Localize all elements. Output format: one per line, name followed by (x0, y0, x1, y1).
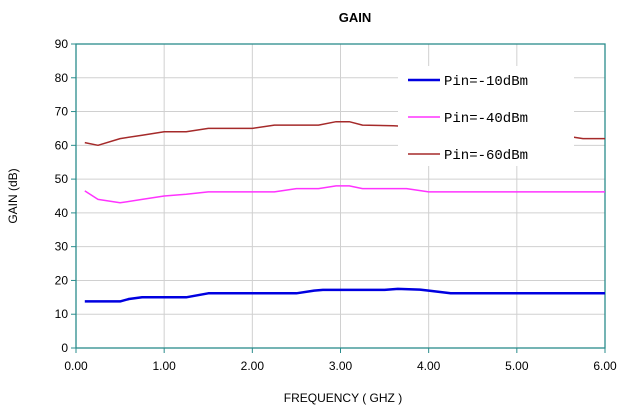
y-tick-label: 10 (55, 307, 69, 321)
x-tick-label: 2.00 (241, 359, 265, 373)
legend-box (398, 66, 574, 166)
y-tick-label: 20 (55, 273, 69, 287)
y-tick-label: 70 (55, 105, 69, 119)
x-tick-label: 6.00 (593, 359, 617, 373)
series-line-2 (84, 185, 605, 204)
y-axis-ticks: 0 10 20 30 40 50 60 70 80 90 (55, 37, 76, 355)
x-tick-label: 3.00 (329, 359, 353, 373)
y-tick-label: 50 (55, 172, 69, 186)
series-line-1 (84, 287, 605, 303)
x-tick-label: 0.00 (64, 359, 88, 373)
y-tick-label: 60 (55, 138, 69, 152)
chart-title: GAIN (339, 10, 372, 25)
y-tick-label: 0 (61, 341, 68, 355)
legend-label: Pin=-10dBm (444, 74, 528, 90)
x-tick-label: 1.00 (152, 359, 176, 373)
y-tick-label: 40 (55, 206, 69, 220)
y-tick-label: 30 (55, 240, 69, 254)
x-axis-ticks: 0.00 1.00 2.00 3.00 4.00 5.00 6.00 (64, 348, 617, 373)
legend-label: Pin=-40dBm (444, 111, 528, 127)
y-tick-label: 90 (55, 37, 69, 51)
legend: Pin=-10dBm Pin=-40dBm Pin=-60dBm (398, 66, 574, 166)
x-axis-label: FREQUENCY ( GHZ ) (284, 391, 402, 405)
x-tick-label: 4.00 (417, 359, 441, 373)
x-tick-label: 5.00 (505, 359, 529, 373)
y-axis-label: GAIN (dB) (6, 168, 20, 223)
y-tick-label: 80 (55, 71, 69, 85)
legend-label: Pin=-60dBm (444, 148, 528, 164)
